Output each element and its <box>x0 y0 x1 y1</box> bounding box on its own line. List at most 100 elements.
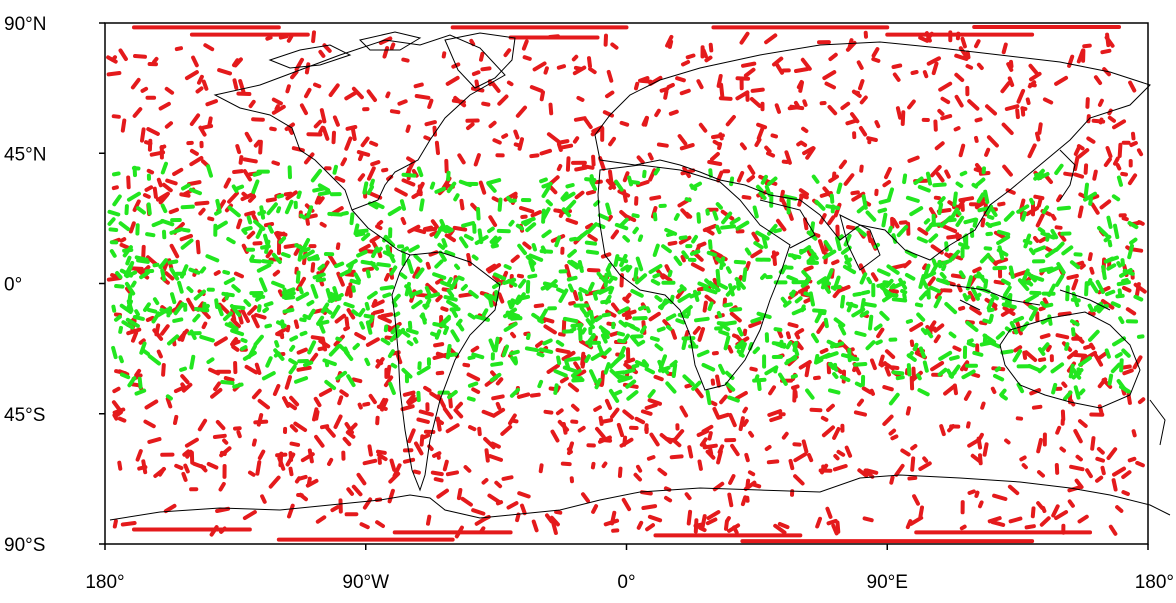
track-point <box>561 191 576 202</box>
track-segment <box>1093 75 1103 85</box>
track-segment <box>753 241 764 250</box>
track-segment <box>588 333 596 343</box>
track-point <box>764 365 779 376</box>
track-segment <box>546 132 561 144</box>
track-segment <box>809 407 823 413</box>
track-segment <box>528 259 535 272</box>
track-segment <box>616 422 625 438</box>
track-segment <box>974 135 979 143</box>
track-point <box>677 292 692 303</box>
track-point <box>416 365 431 376</box>
track-segment <box>680 254 686 263</box>
track-segment <box>840 101 851 110</box>
track-segment <box>1051 504 1060 518</box>
coastline-south-america <box>391 251 501 492</box>
track-segment <box>442 406 453 420</box>
track-segment <box>835 236 842 251</box>
track-segment <box>618 319 628 328</box>
track-segment <box>1088 196 1093 206</box>
track-segment <box>419 198 425 212</box>
track-segment <box>556 208 565 215</box>
track-segment <box>549 515 560 527</box>
track-segment <box>330 304 341 319</box>
track-segment <box>317 320 326 334</box>
track-segment <box>366 318 374 326</box>
track-segment <box>205 254 220 263</box>
track-segment <box>294 376 309 384</box>
track-segment <box>825 506 833 519</box>
track-segment <box>772 56 784 67</box>
track-segment <box>906 363 912 377</box>
track-segment <box>1085 468 1093 479</box>
track-segment <box>816 321 827 334</box>
track-segment <box>752 205 759 219</box>
track-segment <box>835 520 841 534</box>
track-segment <box>430 219 439 229</box>
track-point <box>851 307 866 318</box>
track-segment <box>380 312 394 319</box>
track-segment <box>343 325 350 332</box>
track-segment <box>743 67 756 78</box>
track-segment <box>285 84 291 94</box>
track-segment <box>1111 194 1121 202</box>
track-segment <box>1130 247 1144 253</box>
track-segment <box>636 464 643 473</box>
track-segment <box>831 523 839 536</box>
track-segment <box>1097 304 1106 314</box>
track-segment <box>1089 281 1099 294</box>
track-segment <box>886 187 894 202</box>
track-segment <box>525 222 537 233</box>
track-segment <box>328 83 340 97</box>
track-segment <box>213 270 221 276</box>
track-segment <box>1104 35 1115 48</box>
track-segment <box>585 318 595 330</box>
track-segment <box>993 230 1007 240</box>
track-segment <box>435 416 442 432</box>
track-segment <box>728 474 736 485</box>
track-segment <box>296 365 312 372</box>
track-segment <box>736 344 746 350</box>
track-segment <box>365 337 380 347</box>
track-segment <box>337 395 344 406</box>
track-segment <box>581 492 590 503</box>
track-segment <box>694 387 704 399</box>
track-segment <box>798 360 812 370</box>
track-segment <box>362 181 369 195</box>
track-segment <box>251 438 257 447</box>
track-segment <box>556 64 566 70</box>
track-segment <box>975 177 986 187</box>
track-segment <box>798 188 809 197</box>
track-segment <box>336 271 345 287</box>
track-segment <box>744 247 752 256</box>
track-segment <box>774 103 781 114</box>
track-segment <box>203 303 210 312</box>
track-segment <box>193 289 206 301</box>
track-segment <box>891 63 903 69</box>
track-segment <box>147 354 161 366</box>
track-segment <box>707 301 714 311</box>
track-segment <box>144 140 153 146</box>
track-segment <box>982 442 989 457</box>
track-segment <box>860 289 871 296</box>
track-segment <box>495 500 504 506</box>
track-segment <box>820 415 829 422</box>
coastline-japan <box>1059 149 1076 201</box>
track-segment <box>933 334 941 344</box>
track-point <box>822 249 837 260</box>
track-segment <box>175 300 183 309</box>
track-segment <box>724 381 736 392</box>
track-segment <box>1045 232 1051 242</box>
track-segment <box>562 316 579 324</box>
track-segment <box>132 199 141 212</box>
track-segment <box>1097 98 1104 107</box>
track-segment <box>232 382 244 389</box>
track-segment <box>230 328 245 337</box>
track-segment <box>314 195 321 205</box>
track-segment <box>173 414 179 425</box>
track-segment <box>925 171 933 186</box>
track-segment <box>698 122 708 133</box>
track-segment <box>206 357 215 364</box>
track-segment <box>833 454 840 461</box>
track-segment <box>115 271 123 280</box>
track-segment <box>476 207 481 221</box>
